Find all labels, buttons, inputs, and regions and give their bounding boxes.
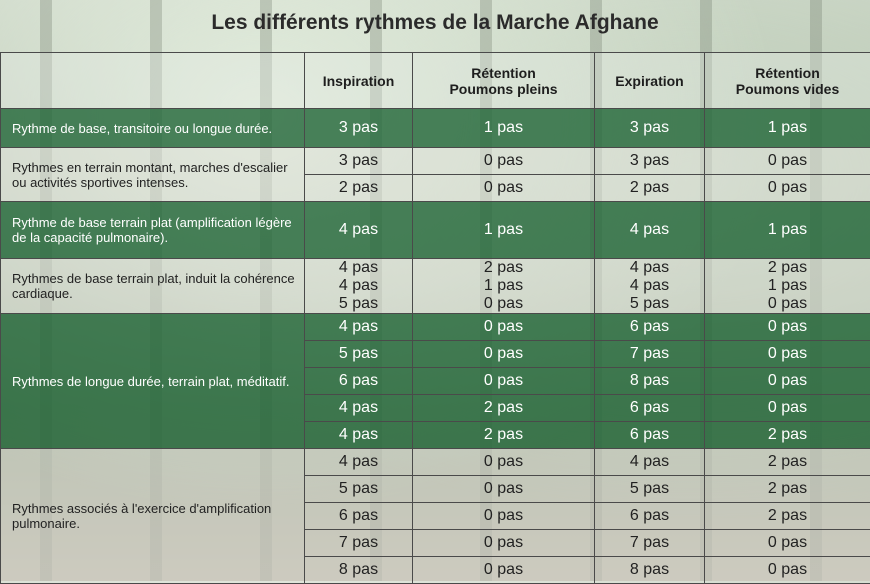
column-header: Rétention Poumons vides xyxy=(705,53,870,109)
step-count: 6 pas xyxy=(595,503,705,530)
page-title: Les différents rythmes de la Marche Afgh… xyxy=(0,0,870,52)
step-count: 8 pas xyxy=(595,368,705,395)
step-count: 0 pas xyxy=(705,530,870,557)
step-count: 3 pas xyxy=(595,148,705,175)
table-row: Rythmes de base terrain plat, induit la … xyxy=(1,259,870,314)
step-count: 4 pas xyxy=(595,449,705,476)
table-row: Rythmes de longue durée, terrain plat, m… xyxy=(1,314,870,341)
column-header: Inspiration xyxy=(305,53,413,109)
step-count: 2 pas xyxy=(705,449,870,476)
rhythm-label: Rythme de base, transitoire ou longue du… xyxy=(1,109,305,148)
step-count: 6 pas xyxy=(595,314,705,341)
column-header: Rétention Poumons pleins xyxy=(413,53,595,109)
step-count: 4 pas xyxy=(305,202,413,259)
step-count: 2 pas xyxy=(705,422,870,449)
step-count: 6 pas xyxy=(305,503,413,530)
step-count: 1 pas xyxy=(705,202,870,259)
rhythm-label: Rythmes associés à l'exercice d'amplific… xyxy=(1,449,305,584)
step-count: 0 pas xyxy=(413,476,595,503)
header-empty xyxy=(1,53,305,109)
step-count: 0 pas xyxy=(705,395,870,422)
step-count: 5 pas xyxy=(595,476,705,503)
table-row: Rythme de base, transitoire ou longue du… xyxy=(1,109,870,148)
table-row: Rythmes associés à l'exercice d'amplific… xyxy=(1,449,870,476)
step-count: 4 pas 4 pas 5 pas xyxy=(595,259,705,314)
step-count: 6 pas xyxy=(595,395,705,422)
step-count: 2 pas xyxy=(413,422,595,449)
step-count: 7 pas xyxy=(305,530,413,557)
rhythm-label: Rythmes de longue durée, terrain plat, m… xyxy=(1,314,305,449)
rhythm-label: Rythme de base terrain plat (amplificati… xyxy=(1,202,305,259)
step-count: 0 pas xyxy=(413,175,595,202)
step-count: 4 pas 4 pas 5 pas xyxy=(305,259,413,314)
step-count: 0 pas xyxy=(413,530,595,557)
step-count: 4 pas xyxy=(305,449,413,476)
step-count: 1 pas xyxy=(705,109,870,148)
step-count: 2 pas xyxy=(305,175,413,202)
step-count: 0 pas xyxy=(705,368,870,395)
step-count: 4 pas xyxy=(305,314,413,341)
step-count: 0 pas xyxy=(413,341,595,368)
step-count: 5 pas xyxy=(305,341,413,368)
step-count: 6 pas xyxy=(305,368,413,395)
step-count: 0 pas xyxy=(413,314,595,341)
step-count: 4 pas xyxy=(595,202,705,259)
step-count: 4 pas xyxy=(305,395,413,422)
step-count: 0 pas xyxy=(705,314,870,341)
step-count: 0 pas xyxy=(413,368,595,395)
step-count: 0 pas xyxy=(413,449,595,476)
step-count: 7 pas xyxy=(595,530,705,557)
step-count: 0 pas xyxy=(705,175,870,202)
step-count: 0 pas xyxy=(413,148,595,175)
step-count: 2 pas xyxy=(413,395,595,422)
step-count: 8 pas xyxy=(305,557,413,584)
table-row: Rythmes en terrain montant, marches d'es… xyxy=(1,148,870,175)
step-count: 2 pas xyxy=(595,175,705,202)
step-count: 0 pas xyxy=(705,341,870,368)
step-count: 1 pas xyxy=(413,109,595,148)
step-count: 2 pas 1 pas 0 pas xyxy=(705,259,870,314)
step-count: 2 pas xyxy=(705,476,870,503)
step-count: 2 pas xyxy=(705,503,870,530)
rhythm-label: Rythmes de base terrain plat, induit la … xyxy=(1,259,305,314)
step-count: 2 pas 1 pas 0 pas xyxy=(413,259,595,314)
rhythm-label: Rythmes en terrain montant, marches d'es… xyxy=(1,148,305,202)
step-count: 5 pas xyxy=(305,476,413,503)
step-count: 0 pas xyxy=(413,557,595,584)
step-count: 0 pas xyxy=(413,503,595,530)
step-count: 3 pas xyxy=(305,148,413,175)
step-count: 8 pas xyxy=(595,557,705,584)
step-count: 3 pas xyxy=(595,109,705,148)
table-row: Rythme de base terrain plat (amplificati… xyxy=(1,202,870,259)
step-count: 3 pas xyxy=(305,109,413,148)
step-count: 6 pas xyxy=(595,422,705,449)
step-count: 0 pas xyxy=(705,557,870,584)
step-count: 4 pas xyxy=(305,422,413,449)
step-count: 0 pas xyxy=(705,148,870,175)
column-header: Expiration xyxy=(595,53,705,109)
step-count: 7 pas xyxy=(595,341,705,368)
step-count: 1 pas xyxy=(413,202,595,259)
